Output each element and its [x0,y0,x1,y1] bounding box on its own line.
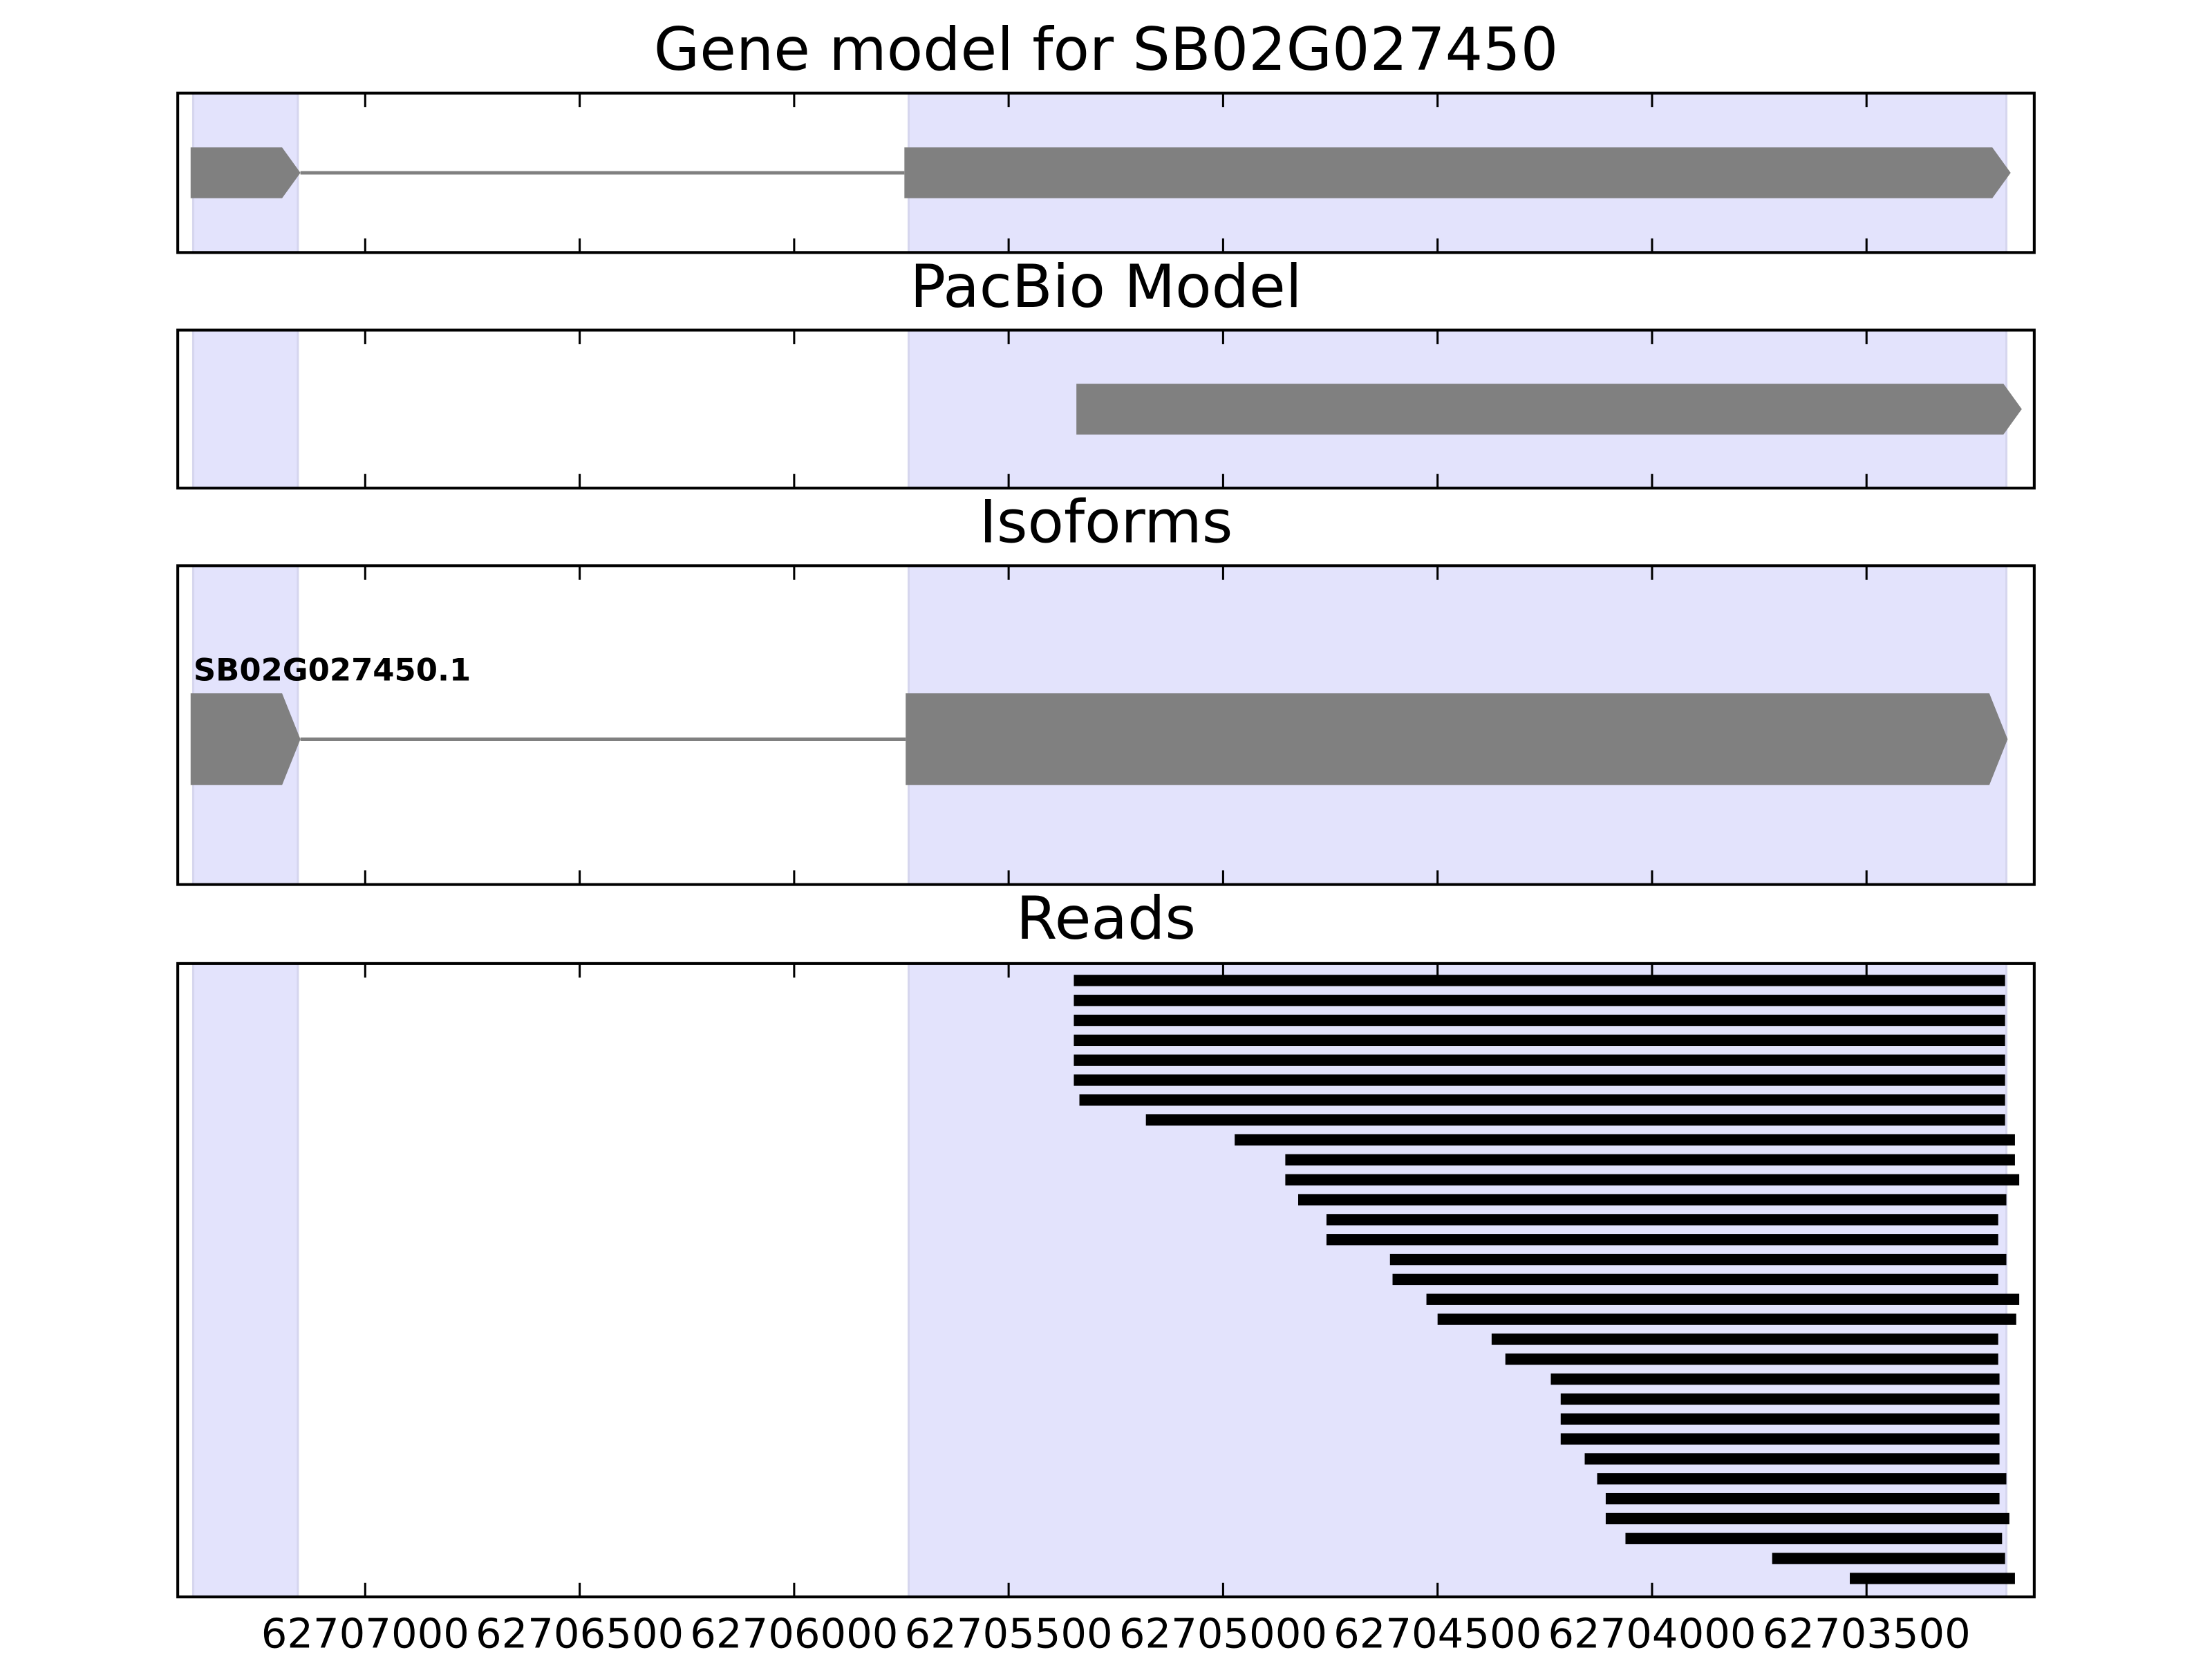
read [1491,1333,1998,1345]
read [1772,1553,2005,1564]
read [1074,1074,2005,1086]
panel-title: Reads [1016,884,1196,953]
panel-frame [176,328,2036,490]
exon [190,147,301,198]
panel-title: Isoforms [980,488,1233,557]
exon [1076,384,2022,435]
read [1584,1453,2000,1465]
read [1505,1353,1998,1365]
read [1285,1174,2020,1185]
x-tick-label: 62705500 [905,1609,1113,1657]
highlight-region [191,962,299,1598]
read [1326,1214,1998,1226]
read [1605,1492,2000,1505]
panel-title: Gene model for SB02G027450 [654,15,1558,84]
read [1389,1253,2007,1266]
read [1597,1473,2007,1485]
highlight-region [191,329,299,489]
read [1074,995,2005,1006]
x-tick-label: 62704000 [1548,1609,1756,1657]
exon [906,693,2008,785]
panel-title: PacBio Model [910,252,1302,321]
read [1392,1273,1998,1286]
read [1605,1512,2009,1525]
read [1235,1134,2015,1146]
x-tick-label: 62703500 [1763,1609,1971,1657]
read [1074,1034,2005,1047]
x-tick-label: 62705000 [1119,1609,1327,1657]
isoform-label: SB02G027450.1 [194,652,471,688]
x-tick-label: 62706000 [690,1609,898,1657]
read [1298,1194,2007,1206]
panel-frame [176,962,2036,1599]
exon [190,693,301,785]
read [1550,1373,2000,1385]
read [1560,1413,2000,1425]
read [1079,1094,2005,1106]
panel-frame [176,564,2036,886]
read [1074,1054,2005,1066]
panel-frame [176,91,2036,254]
read [1560,1393,2000,1405]
read [1560,1433,2000,1445]
x-tick-label: 62706500 [476,1609,684,1657]
read [1074,975,2005,986]
x-tick-label: 62707000 [261,1609,469,1657]
read [1326,1234,1998,1246]
read [1625,1533,2003,1544]
x-tick-label: 62704500 [1333,1609,1541,1657]
read [1145,1114,2005,1126]
read [1426,1293,2020,1305]
read [1074,1014,2005,1027]
read [1285,1154,2015,1166]
exon [904,147,2011,198]
read [1850,1573,2015,1584]
read [1437,1313,2016,1325]
